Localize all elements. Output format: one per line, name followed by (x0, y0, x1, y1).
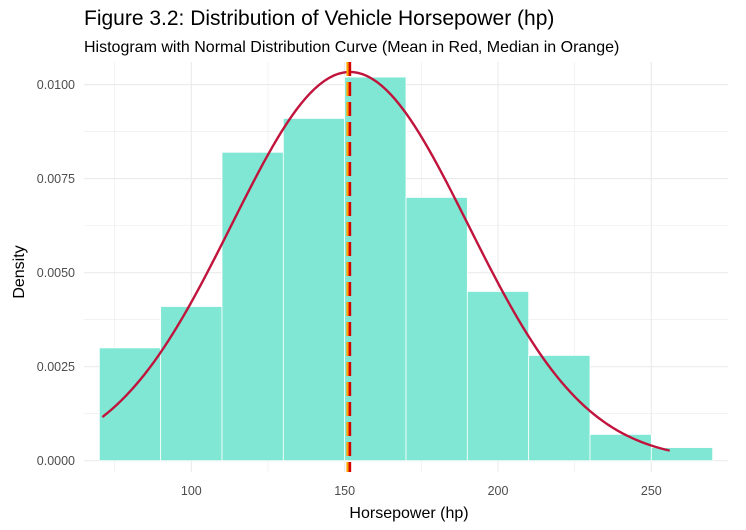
chart-title: Figure 3.2: Distribution of Vehicle Hors… (84, 7, 555, 30)
normal-distribution-curve (101, 70, 671, 452)
histogram-bar (589, 433, 652, 462)
x-axis-label: Horsepower (hp) (349, 505, 468, 522)
y-tick-label: 0.0000 (37, 454, 75, 468)
x-tick-label: 250 (641, 484, 662, 498)
histogram-bar (528, 354, 591, 462)
y-tick-label: 0.0075 (37, 172, 75, 186)
histogram-bar (221, 151, 284, 462)
y-tick-label: 0.0100 (37, 78, 75, 92)
y-axis-label: Density (11, 245, 28, 298)
histogram-bar (466, 291, 530, 462)
histogram-bar (282, 118, 346, 462)
chart-subtitle: Histogram with Normal Distribution Curve… (84, 39, 620, 56)
histogram-bar (160, 306, 223, 462)
x-tick-label: 200 (488, 484, 509, 498)
y-tick-label: 0.0050 (37, 266, 75, 280)
reference-lines (346, 62, 352, 472)
y-tick-label: 0.0025 (37, 360, 75, 374)
x-tick-label: 150 (334, 484, 355, 498)
histogram-bars (98, 76, 714, 462)
x-tick-label: 100 (181, 484, 202, 498)
histogram-bar (405, 197, 468, 462)
tick-labels: 100 150 200 250 0.0000 0.0025 0.0050 0.0075 0.01… (37, 78, 662, 498)
histogram-bar (344, 76, 407, 462)
normal-curve-layer (101, 70, 671, 452)
